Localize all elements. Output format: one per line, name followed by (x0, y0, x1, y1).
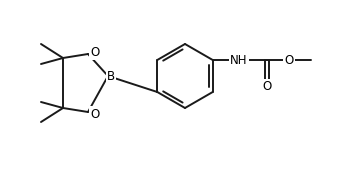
Text: O: O (284, 54, 293, 67)
Text: O: O (90, 108, 100, 121)
Text: NH: NH (230, 54, 247, 67)
Text: O: O (90, 46, 100, 58)
Text: O: O (262, 80, 271, 93)
Text: B: B (107, 70, 115, 83)
